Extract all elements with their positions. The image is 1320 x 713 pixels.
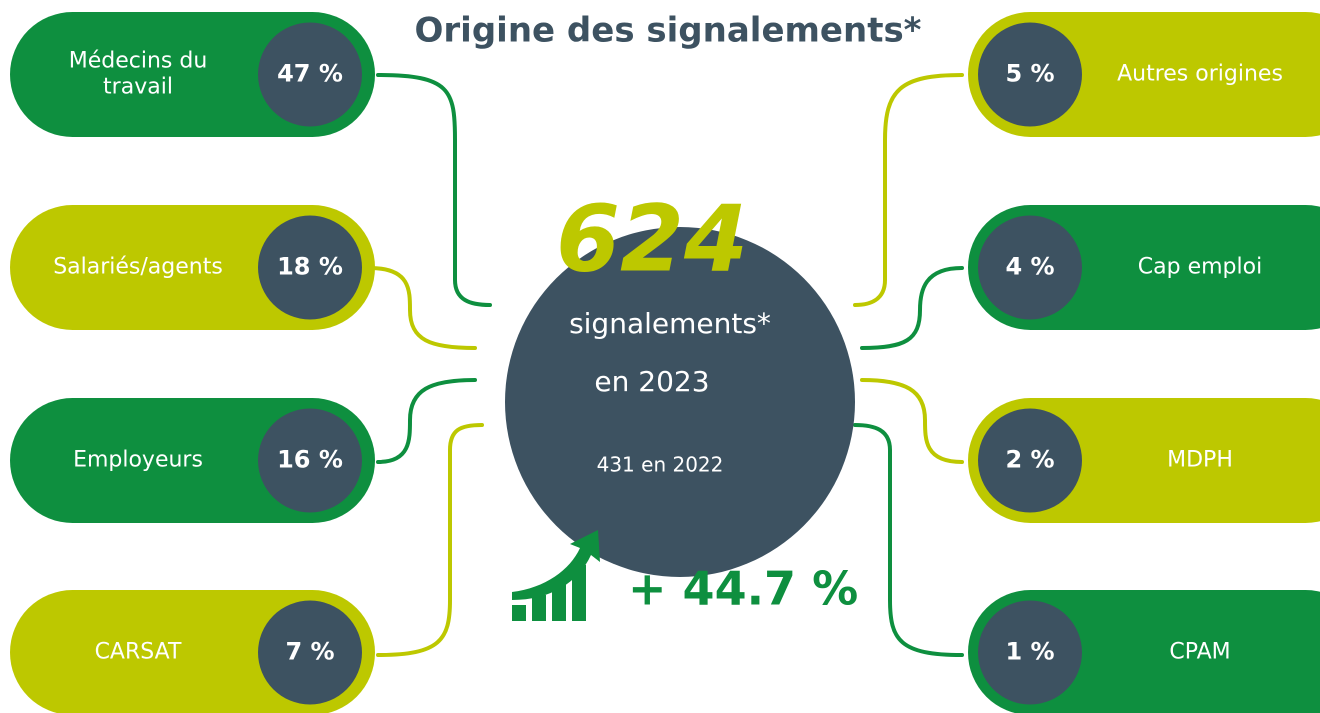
- percent-circle: [258, 215, 362, 320]
- center-previous: 431 en 2022: [597, 453, 724, 477]
- percent: 2 %: [1005, 446, 1054, 474]
- center-count: 624: [556, 185, 748, 292]
- connector: [853, 423, 964, 657]
- origin-item: 2 % MDPH: [968, 398, 1320, 523]
- center-line2: en 2023: [594, 365, 709, 398]
- percent: 1 %: [1005, 638, 1054, 666]
- percent-circle: [258, 600, 362, 705]
- origin-label: Médecins du: [69, 49, 208, 74]
- percent: 7 %: [285, 638, 334, 666]
- percent: 18 %: [277, 253, 343, 281]
- origin-item: 4 % Cap emploi: [968, 205, 1320, 330]
- origin-label: Cap emploi: [1138, 255, 1262, 280]
- percent: 47 %: [277, 60, 343, 88]
- origin-item: 7 % CARSAT: [10, 590, 375, 713]
- growth-icon: [512, 530, 600, 621]
- percent-circle: [978, 600, 1082, 705]
- origin-item: 1 % CPAM: [968, 590, 1320, 713]
- percent: 4 %: [1005, 253, 1054, 281]
- center-circle: [505, 227, 855, 577]
- title: Origine des signalements*: [415, 11, 922, 51]
- icon-bar: [552, 582, 566, 621]
- origin-label: travail: [103, 75, 173, 100]
- origin-item: 18 % Salariés/agents: [10, 205, 375, 330]
- percent: 16 %: [277, 446, 343, 474]
- percent-circle: [258, 22, 362, 127]
- connector: [368, 266, 477, 350]
- growth: + 44.7 %: [628, 562, 858, 616]
- icon-bar: [532, 595, 546, 621]
- percent: 5 %: [1005, 60, 1054, 88]
- icon-bar: [512, 605, 526, 621]
- connector: [376, 423, 484, 657]
- center-line1: signalements*: [569, 307, 771, 340]
- percent-circle: [258, 408, 362, 513]
- origin-label: Employeurs: [73, 448, 203, 473]
- connector: [860, 378, 964, 464]
- origin-label: Salariés/agents: [53, 255, 223, 280]
- icon-arrow: [512, 530, 600, 600]
- connector: [853, 73, 964, 307]
- percent-circle: [978, 408, 1082, 513]
- connector: [376, 378, 477, 464]
- origin-label: Autres origines: [1117, 62, 1283, 87]
- origin-item: 16 % Employeurs: [10, 398, 375, 523]
- origin-label: CPAM: [1169, 640, 1230, 665]
- connectors: [368, 73, 964, 657]
- connector: [860, 266, 964, 350]
- origin-label: CARSAT: [95, 640, 182, 665]
- origin-label: MDPH: [1167, 448, 1233, 473]
- percent-circle: [978, 22, 1082, 127]
- percent-circle: [978, 215, 1082, 320]
- connector: [376, 73, 492, 307]
- icon-bar: [572, 565, 586, 621]
- origin-item: 5 % Autres origines: [968, 12, 1320, 137]
